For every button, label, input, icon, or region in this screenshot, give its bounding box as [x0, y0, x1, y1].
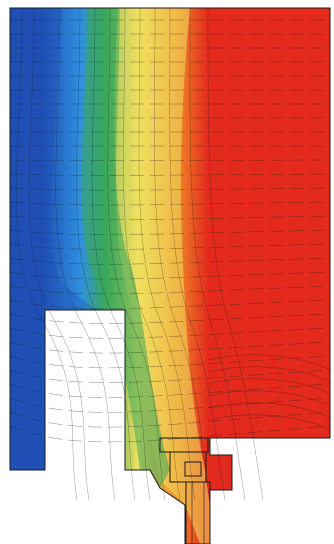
heat-flow-line [207, 354, 331, 371]
heat-flow-line [9, 201, 331, 206]
heat-flow-line [207, 402, 331, 419]
mild-isotherm-band [81, 8, 170, 488]
isotherm-line [55, 7, 116, 501]
heat-flow-line [207, 390, 331, 407]
heat-flow-line [9, 383, 331, 398]
warm-isotherm-band [116, 8, 215, 544]
hot-region [208, 8, 330, 438]
heat-flow-line [9, 243, 331, 250]
isotherm-line [16, 7, 78, 501]
isotherm-line [76, 7, 136, 501]
heat-flow-line [9, 271, 331, 280]
fitting-core [184, 461, 202, 477]
heat-flow-line [9, 341, 331, 354]
heat-flow-line [9, 299, 331, 309]
pipe-stem [185, 481, 211, 544]
body-outline [9, 7, 331, 544]
heat-flow-line [9, 215, 331, 221]
heat-flow-line [9, 425, 331, 443]
isotherm-lines [9, 7, 331, 501]
heat-flow-line [9, 411, 331, 428]
heat-flow-line [9, 257, 331, 265]
heat-flow-line [9, 159, 331, 161]
heat-flow-line [9, 369, 331, 383]
heat-flow-line [9, 285, 331, 295]
heat-flow-line [9, 187, 331, 191]
cavity-cutout [45, 310, 125, 475]
heat-flow-line [9, 327, 331, 339]
isotherm-line [107, 7, 166, 501]
heat-flow-line [9, 173, 331, 176]
isotherm-line [28, 7, 90, 501]
heat-flow-line [207, 366, 331, 383]
isotherm-line [91, 7, 151, 501]
heat-flow-line [207, 378, 331, 395]
heat-flow-line [9, 313, 331, 324]
pipe-fitting-detail [159, 437, 211, 544]
heat-flow-line [9, 397, 331, 413]
heat-flow-line [9, 229, 331, 235]
heat-flow-line [9, 355, 331, 369]
heat-flow-line [207, 414, 331, 431]
